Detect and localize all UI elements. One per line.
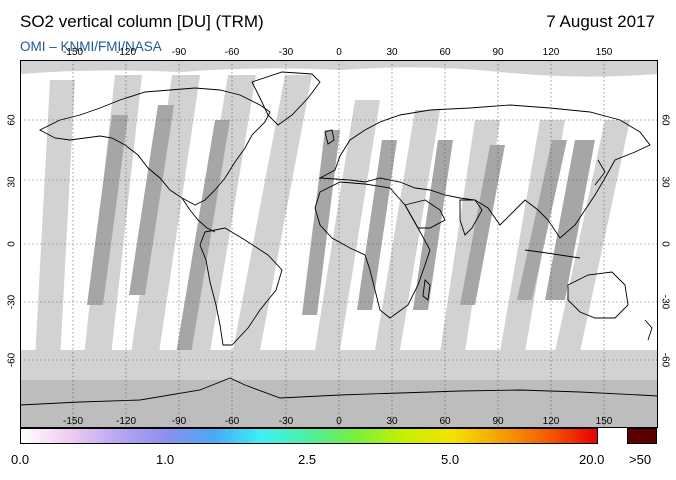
top-axis-labels: -150 -120 -90 -60 -30 0 30 60 90 120 150… [7, 47, 671, 427]
left-tick-lat: 30 [7, 176, 18, 188]
scale-label-2-5: 2.5 [298, 452, 317, 467]
right-tick-lat: 30 [660, 176, 671, 188]
coast-greenland [251, 71, 321, 126]
right-tick-lat: -60 [660, 353, 671, 368]
coast-central-america [181, 197, 216, 233]
coast-indonesia [524, 249, 581, 259]
graticule [20, 60, 658, 428]
top-tick-lon: -90 [172, 47, 187, 58]
bottom-tick-lon: 0 [336, 416, 342, 427]
coast-south-america [199, 227, 283, 346]
top-tick-lon: 90 [492, 47, 504, 58]
scale-label-0: 0.0 [11, 452, 30, 467]
top-tick-lon: -30 [279, 47, 294, 58]
left-tick-lat: -60 [7, 352, 18, 367]
top-tick-lon: 120 [543, 47, 560, 58]
left-tick-lat: -30 [7, 294, 18, 309]
right-tick-lat: -30 [660, 295, 671, 310]
scale-label-5: 5.0 [441, 452, 460, 467]
coast-japan [594, 159, 606, 186]
top-tick-lon: -150 [63, 47, 83, 58]
right-tick-lat: 0 [660, 241, 671, 247]
bottom-tick-lon: -30 [279, 416, 294, 427]
orbit-overlap-bands [87, 105, 595, 360]
top-tick-lon: 0 [336, 47, 342, 58]
bottom-tick-lon: 30 [386, 416, 398, 427]
coast-eurasia [318, 104, 651, 239]
coast-africa [314, 181, 431, 319]
data-source: OMI – KNMI/FMI/NASA [20, 39, 162, 54]
top-tick-lon: 150 [596, 47, 613, 58]
bottom-tick-lon: -120 [116, 416, 136, 427]
coast-uk [324, 129, 335, 145]
coast-antarctica [20, 377, 658, 406]
color-scale-bar [20, 428, 598, 444]
bottom-tick-lon: -90 [172, 416, 187, 427]
map-frame [20, 60, 658, 428]
scale-label-1: 1.0 [156, 452, 175, 467]
map-title: SO2 vertical column [DU] (TRM) [20, 12, 264, 31]
bottom-tick-lon: -60 [225, 416, 240, 427]
top-tick-lon: -60 [225, 47, 240, 58]
bottom-tick-lon: 60 [439, 416, 451, 427]
top-tick-lon: 60 [439, 47, 451, 58]
bottom-tick-lon: 90 [492, 416, 504, 427]
scale-label-overflow: >50 [629, 452, 652, 467]
bottom-tick-lon: -150 [63, 416, 83, 427]
right-tick-lat: 60 [660, 114, 671, 126]
coast-madagascar [422, 279, 431, 301]
coast-north-america [39, 87, 271, 206]
top-tick-lon: 30 [386, 47, 398, 58]
top-tick-lon: -120 [116, 47, 136, 58]
bottom-tick-lon: 150 [596, 416, 613, 427]
map-date: 7 August 2017 [546, 12, 655, 31]
coast-australia [567, 271, 629, 319]
coast-india [459, 199, 483, 236]
bottom-tick-lon: 120 [543, 416, 560, 427]
coastlines [20, 71, 658, 406]
left-tick-lat: 0 [7, 241, 18, 247]
so2-map: -150 -120 -90 -60 -30 0 30 60 90 120 150 [20, 60, 658, 428]
scale-label-20: 20.0 [579, 452, 605, 467]
left-tick-lat: 60 [7, 114, 18, 126]
overflow-color-box [627, 428, 657, 444]
coast-new-zealand [644, 319, 653, 341]
